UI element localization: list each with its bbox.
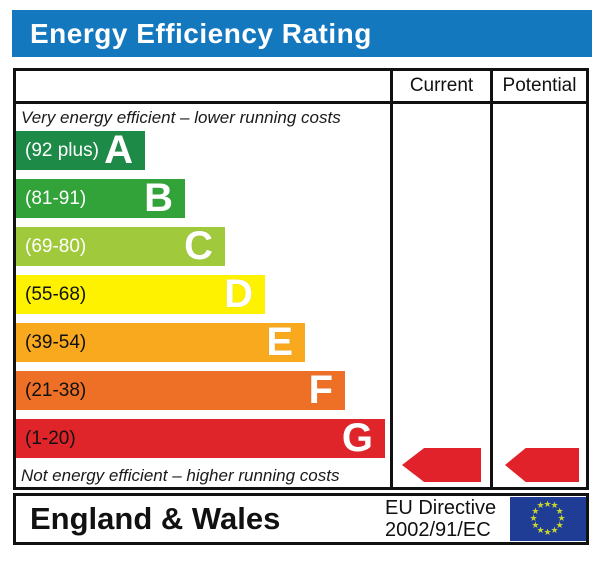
- band-bar-a: (92 plus) A: [16, 127, 145, 172]
- eu-star-icon: ★: [529, 512, 538, 523]
- band-range-label: (1-20): [25, 427, 76, 449]
- rating-table: Current Potential Very energy efficient …: [13, 68, 589, 490]
- band-letter: A: [104, 127, 133, 172]
- title-banner: Energy Efficiency Rating: [12, 10, 592, 57]
- band-row-b: (81-91) B: [16, 175, 390, 220]
- eu-star-icon: ★: [536, 500, 545, 511]
- header-underline: [16, 101, 586, 104]
- band-letter: D: [224, 271, 253, 316]
- band-bar-d: (55-68) D: [16, 271, 265, 316]
- eu-directive-label: EU Directive 2002/91/EC: [385, 497, 496, 541]
- band-bar-g: (1-20) G: [16, 415, 385, 460]
- eu-star-icon: ★: [543, 526, 552, 537]
- eu-star-icon: ★: [557, 512, 566, 523]
- band-bar-e: (39-54) E: [16, 319, 305, 364]
- eu-star-icon: ★: [550, 500, 559, 511]
- band-bar-c: (69-80) C: [16, 223, 225, 268]
- potential-column-divider: [490, 71, 493, 487]
- eu-star-icon: ★: [531, 505, 540, 516]
- eu-directive-line1: EU Directive: [385, 497, 497, 519]
- band-range-label: (69-80): [25, 235, 87, 257]
- column-header-potential: Potential: [502, 75, 577, 96]
- band-range-label: (55-68): [25, 283, 87, 305]
- eu-star-icon: ★: [555, 505, 564, 516]
- current-column-divider: [390, 71, 393, 487]
- eu-star-icon: ★: [555, 519, 564, 530]
- eu-star-icon: ★: [543, 498, 552, 509]
- band-letter: E: [266, 319, 293, 364]
- current-rating-arrow-icon: [402, 448, 481, 482]
- page-title: Energy Efficiency Rating: [30, 17, 372, 49]
- band-letter: G: [341, 415, 373, 460]
- eu-star-icon: ★: [550, 524, 559, 535]
- potential-rating-arrow-icon: [505, 448, 579, 482]
- rating-bands: (92 plus) A (81-91) B (69-80) C (55-68) D (39-54…: [16, 127, 390, 467]
- band-row-f: (21-38) F: [16, 367, 390, 412]
- band-row-g: (1-20) G: [16, 415, 390, 460]
- band-row-c: (69-80) C: [16, 223, 390, 268]
- band-bar-b: (81-91) B: [16, 175, 185, 220]
- band-range-label: (92 plus): [25, 139, 99, 161]
- eu-star-icon: ★: [536, 524, 545, 535]
- band-range-label: (81-91): [25, 187, 87, 209]
- eu-flag-icon: ★ ★ ★ ★ ★ ★ ★ ★ ★ ★ ★ ★: [510, 497, 586, 541]
- band-letter: F: [308, 367, 333, 412]
- band-letter: B: [144, 175, 173, 220]
- eu-directive-line2: 2002/91/EC: [385, 519, 491, 541]
- band-row-e: (39-54) E: [16, 319, 390, 364]
- footer-bar: England & Wales EU Directive 2002/91/EC …: [13, 493, 589, 545]
- band-row-d: (55-68) D: [16, 271, 390, 316]
- top-note: Very energy efficient – lower running co…: [21, 108, 341, 127]
- band-range-label: (21-38): [25, 379, 87, 401]
- band-letter: C: [184, 223, 213, 268]
- region-label: England & Wales: [30, 501, 281, 536]
- bottom-note: Not energy efficient – higher running co…: [21, 466, 340, 485]
- band-bar-f: (21-38) F: [16, 367, 345, 412]
- eu-star-icon: ★: [531, 519, 540, 530]
- band-range-label: (39-54): [25, 331, 87, 353]
- column-header-current: Current: [409, 75, 474, 96]
- band-row-a: (92 plus) A: [16, 127, 390, 172]
